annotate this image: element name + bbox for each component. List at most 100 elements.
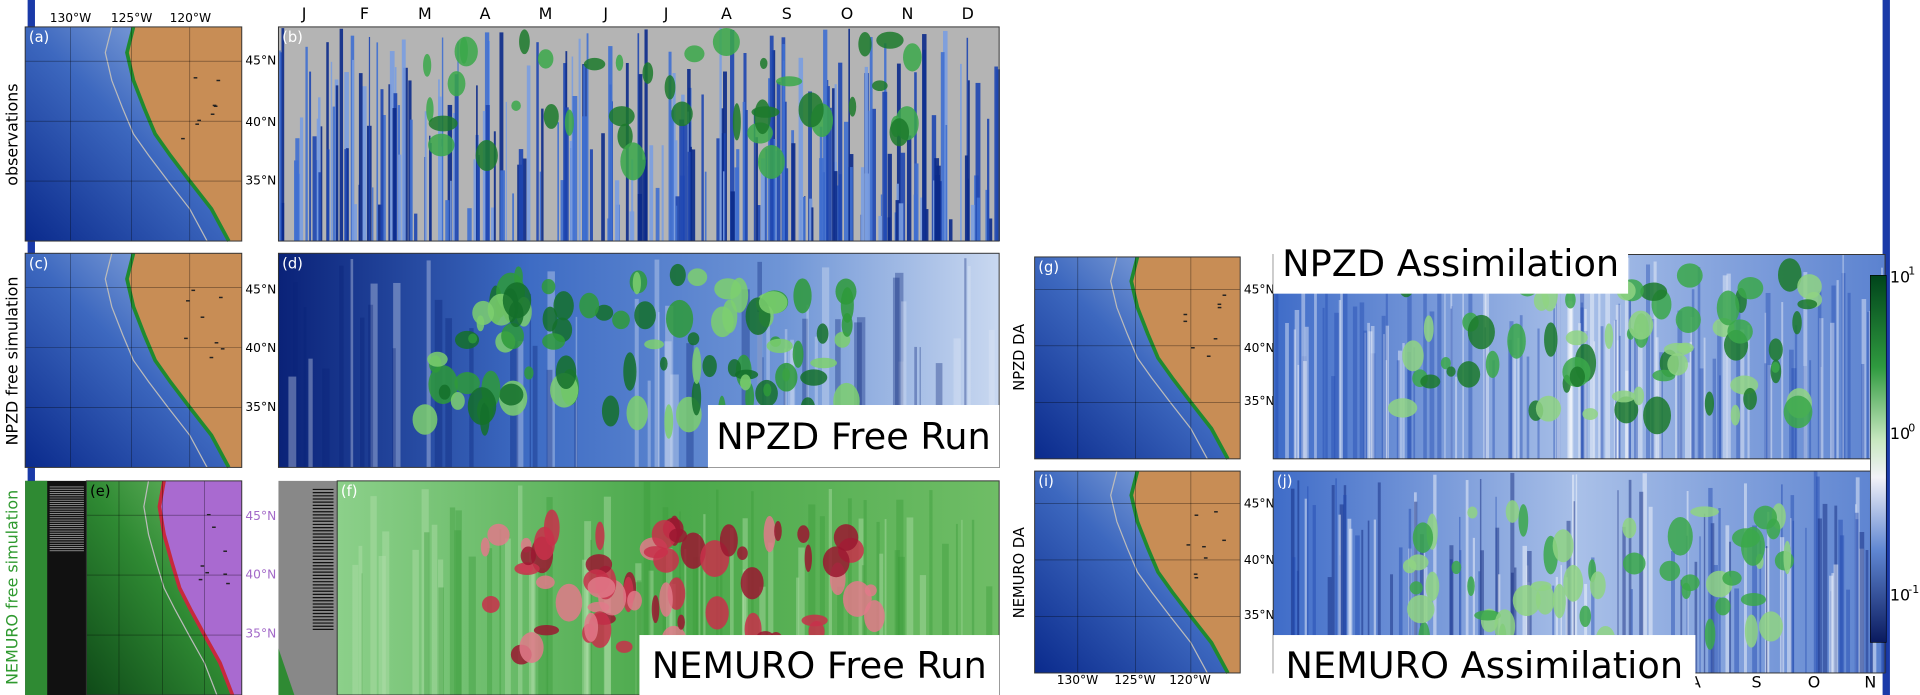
texture-stripe: [344, 149, 347, 241]
overlay-title: NEMURO Free Run: [652, 644, 987, 687]
texture-stripe: [819, 158, 823, 241]
texture-stripe: [359, 546, 363, 695]
texture-stripe: [878, 216, 882, 241]
texture-stripe: [402, 40, 406, 242]
texture-stripe: [926, 209, 929, 241]
texture-stripe: [527, 65, 531, 241]
island-mark: [223, 573, 227, 574]
texture-blob: [1738, 277, 1764, 299]
texture-stripe: [945, 125, 947, 241]
texture-stripe: [1818, 518, 1822, 672]
texture-stripe: [352, 60, 354, 241]
texture-stripe: [1744, 483, 1747, 673]
texture-blob: [1784, 396, 1813, 429]
texture-stripe: [491, 208, 494, 242]
texture-stripe: [331, 62, 332, 241]
texture-stripe: [313, 136, 317, 241]
texture-blob: [1426, 572, 1440, 601]
island-mark: [201, 316, 205, 317]
texture-blob: [1563, 565, 1583, 602]
texture-stripe: [304, 307, 307, 467]
texture-stripe: [782, 44, 785, 241]
lon-label: 120°W: [1169, 673, 1211, 687]
texture-stripe: [500, 170, 505, 241]
texture-stripe: [1766, 293, 1771, 459]
lon-label: 125°W: [111, 11, 153, 25]
island-mark: [1194, 577, 1198, 578]
texture-stripe: [352, 565, 358, 695]
texture-stripe: [601, 133, 605, 241]
texture-stripe: [861, 167, 864, 241]
texture-blob: [1677, 343, 1694, 354]
texture-stripe: [1823, 504, 1828, 673]
texture-stripe: [487, 548, 492, 695]
texture-blob: [1771, 362, 1779, 373]
island-mark: [197, 120, 201, 121]
texture-stripe: [430, 143, 432, 241]
figure: (a)45°N40°N35°N(b)(c)45°N40°N35°N(d)(e)4…: [0, 0, 1920, 695]
texture-stripe: [1353, 307, 1357, 459]
island-mark: [1195, 514, 1199, 515]
island-mark: [1223, 294, 1227, 295]
texture-stripe: [1704, 514, 1705, 673]
texture-blob: [633, 272, 641, 294]
texture-stripe: [519, 149, 523, 241]
texture-blob: [542, 279, 556, 294]
lon-label: 130°W: [50, 11, 92, 25]
month-label: O: [1808, 672, 1821, 691]
panel-letter: (j): [1277, 473, 1293, 490]
texture-stripe: [691, 149, 693, 241]
texture-stripe: [322, 369, 329, 468]
texture-stripe: [473, 159, 476, 241]
texture-stripe: [723, 171, 725, 241]
island-mark: [1184, 314, 1188, 315]
texture-stripe: [1856, 519, 1859, 673]
texture-stripe: [644, 29, 647, 241]
texture-stripe: [870, 37, 873, 241]
lat-label: 40°N: [245, 341, 276, 355]
texture-stripe: [288, 377, 296, 468]
texture-blob: [501, 323, 524, 349]
texture-blob: [1580, 606, 1592, 627]
texture-blob: [1553, 529, 1574, 562]
island-mark: [1214, 511, 1218, 512]
texture-blob: [728, 359, 741, 377]
lat-label: 40°N: [1244, 341, 1275, 355]
texture-blob: [1727, 319, 1752, 343]
texture-blob: [588, 577, 616, 598]
texture-blob: [521, 546, 536, 565]
month-label: J: [301, 4, 307, 23]
texture-stripe: [499, 529, 501, 695]
texture-blob: [543, 307, 558, 332]
texture-blob: [524, 366, 533, 379]
texture-stripe: [1717, 321, 1721, 459]
texture-blob: [511, 100, 521, 110]
texture-stripe: [1846, 590, 1850, 673]
texture-blob: [775, 363, 797, 392]
island-mark: [186, 300, 190, 301]
texture-blob: [448, 71, 466, 96]
island-mark: [195, 123, 199, 124]
texture-stripe: [327, 149, 330, 241]
texture-stripe: [308, 359, 312, 468]
texture-blob: [626, 396, 647, 431]
texture-blob: [817, 323, 829, 343]
texture-blob: [616, 55, 623, 71]
texture-stripe: [376, 42, 378, 241]
texture-stripe: [362, 86, 367, 241]
texture-stripe: [336, 85, 339, 241]
texture-stripe: [467, 208, 471, 241]
island-mark: [1214, 338, 1218, 339]
lat-label: 40°N: [1244, 553, 1275, 567]
texture-stripe: [743, 102, 745, 241]
texture-blob: [1451, 561, 1461, 574]
texture-blob: [865, 584, 877, 596]
texture-stripe: [478, 155, 480, 241]
texture-stripe: [799, 58, 803, 241]
island-mark: [207, 514, 211, 515]
island-mark: [214, 106, 218, 107]
texture-blob: [1544, 322, 1557, 356]
lat-label: 35°N: [1244, 394, 1275, 408]
texture-blob: [842, 313, 853, 337]
texture-blob: [692, 380, 701, 416]
